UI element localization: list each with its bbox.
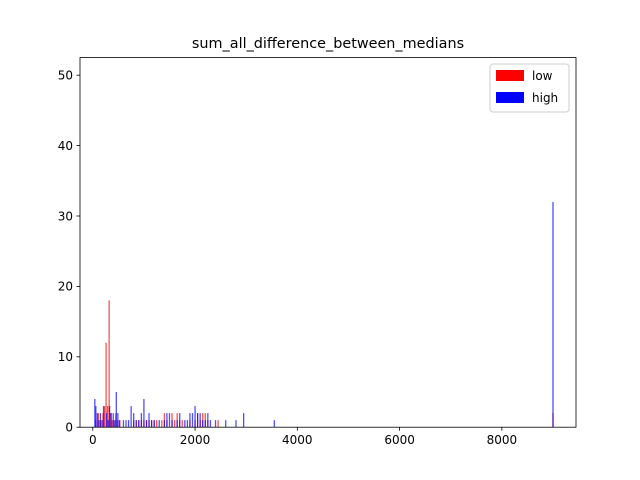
bar-high — [118, 420, 121, 428]
bar-high — [196, 413, 199, 428]
bar-high — [110, 413, 112, 428]
y-tick-label: 10 — [58, 350, 73, 364]
legend: low high — [489, 63, 570, 113]
x-tick-label: 8000 — [487, 433, 518, 447]
bar-high — [133, 413, 135, 428]
bar-low — [181, 420, 183, 428]
y-tick-label: 0 — [65, 421, 73, 435]
bar-high — [107, 420, 109, 428]
x-tick-label: 2000 — [180, 433, 211, 447]
bar-high — [209, 420, 212, 428]
bar-high — [273, 420, 275, 428]
bar-low — [173, 420, 176, 428]
bar-low — [97, 413, 100, 428]
y-tick-label: 50 — [58, 69, 73, 83]
bar-high — [176, 420, 178, 428]
x-tick-label: 4000 — [282, 433, 313, 447]
bar-low — [171, 413, 173, 428]
bar-high — [99, 413, 102, 428]
bar-low — [108, 300, 110, 428]
bar-high — [125, 420, 127, 428]
bar-high — [98, 420, 100, 428]
bar-high — [145, 420, 148, 428]
plot-frame — [79, 57, 577, 428]
bar-high — [243, 413, 245, 428]
x-tick-label: 0 — [89, 433, 97, 447]
bar-high — [138, 420, 140, 428]
bar-high — [153, 420, 155, 428]
legend-swatch-high — [496, 92, 524, 103]
bar-high — [202, 420, 204, 428]
legend-swatch-low — [496, 70, 524, 81]
chart-title: sum_all_difference_between_medians — [192, 36, 464, 52]
bar-high — [179, 413, 181, 428]
y-axis: 0 10 20 30 40 50 — [58, 69, 80, 435]
bar-high — [207, 413, 209, 428]
legend-label-high: high — [532, 91, 558, 105]
bar-low — [163, 413, 166, 428]
bar-high — [150, 420, 153, 428]
x-tick-label: 6000 — [384, 433, 415, 447]
bar-low — [103, 406, 106, 428]
y-tick-label: 30 — [58, 209, 73, 223]
bar-low — [161, 420, 163, 428]
bar-high — [140, 413, 142, 428]
bar-high — [117, 413, 119, 428]
bar-high — [171, 420, 173, 428]
bar-high — [552, 201, 554, 428]
bar-low — [202, 413, 204, 428]
bar-high — [122, 420, 125, 428]
bar-high — [148, 413, 150, 428]
bar-low — [105, 342, 107, 428]
bar-high — [158, 420, 160, 428]
bar-high — [102, 406, 105, 428]
bar-high — [94, 399, 96, 428]
bar-high — [101, 420, 103, 428]
bar-high — [204, 420, 206, 428]
bar-high — [194, 406, 196, 428]
bar-high — [95, 406, 97, 428]
bar-low — [176, 413, 178, 428]
y-tick-label: 20 — [58, 280, 73, 294]
bar-high — [184, 420, 186, 428]
bar-high — [225, 420, 227, 428]
bar-low — [156, 420, 158, 428]
bar-low — [106, 406, 109, 428]
bar-high — [166, 413, 168, 428]
y-tick-label: 40 — [58, 139, 73, 153]
bar-high — [191, 413, 194, 428]
bars-layer — [94, 201, 554, 428]
bar-high — [235, 420, 237, 428]
bar-high — [189, 413, 191, 428]
legend-label-low: low — [532, 69, 553, 83]
bar-low — [111, 420, 113, 428]
bar-high — [186, 420, 189, 428]
bar-high — [114, 420, 116, 428]
bar-high — [112, 413, 114, 428]
bar-high — [127, 420, 130, 428]
bar-high — [96, 413, 99, 428]
bar-high — [143, 399, 145, 428]
bar-high — [199, 413, 201, 428]
bar-high — [115, 392, 117, 428]
bar-high — [163, 420, 166, 428]
bar-low — [204, 413, 206, 428]
bar-high — [214, 420, 217, 428]
x-axis: 0 2000 4000 6000 8000 — [89, 427, 517, 447]
bar-high — [135, 420, 137, 428]
bar-low — [217, 420, 219, 428]
bar-high — [130, 406, 132, 428]
bar-high — [105, 413, 108, 428]
bar-high — [109, 406, 111, 428]
bar-high — [168, 413, 171, 428]
